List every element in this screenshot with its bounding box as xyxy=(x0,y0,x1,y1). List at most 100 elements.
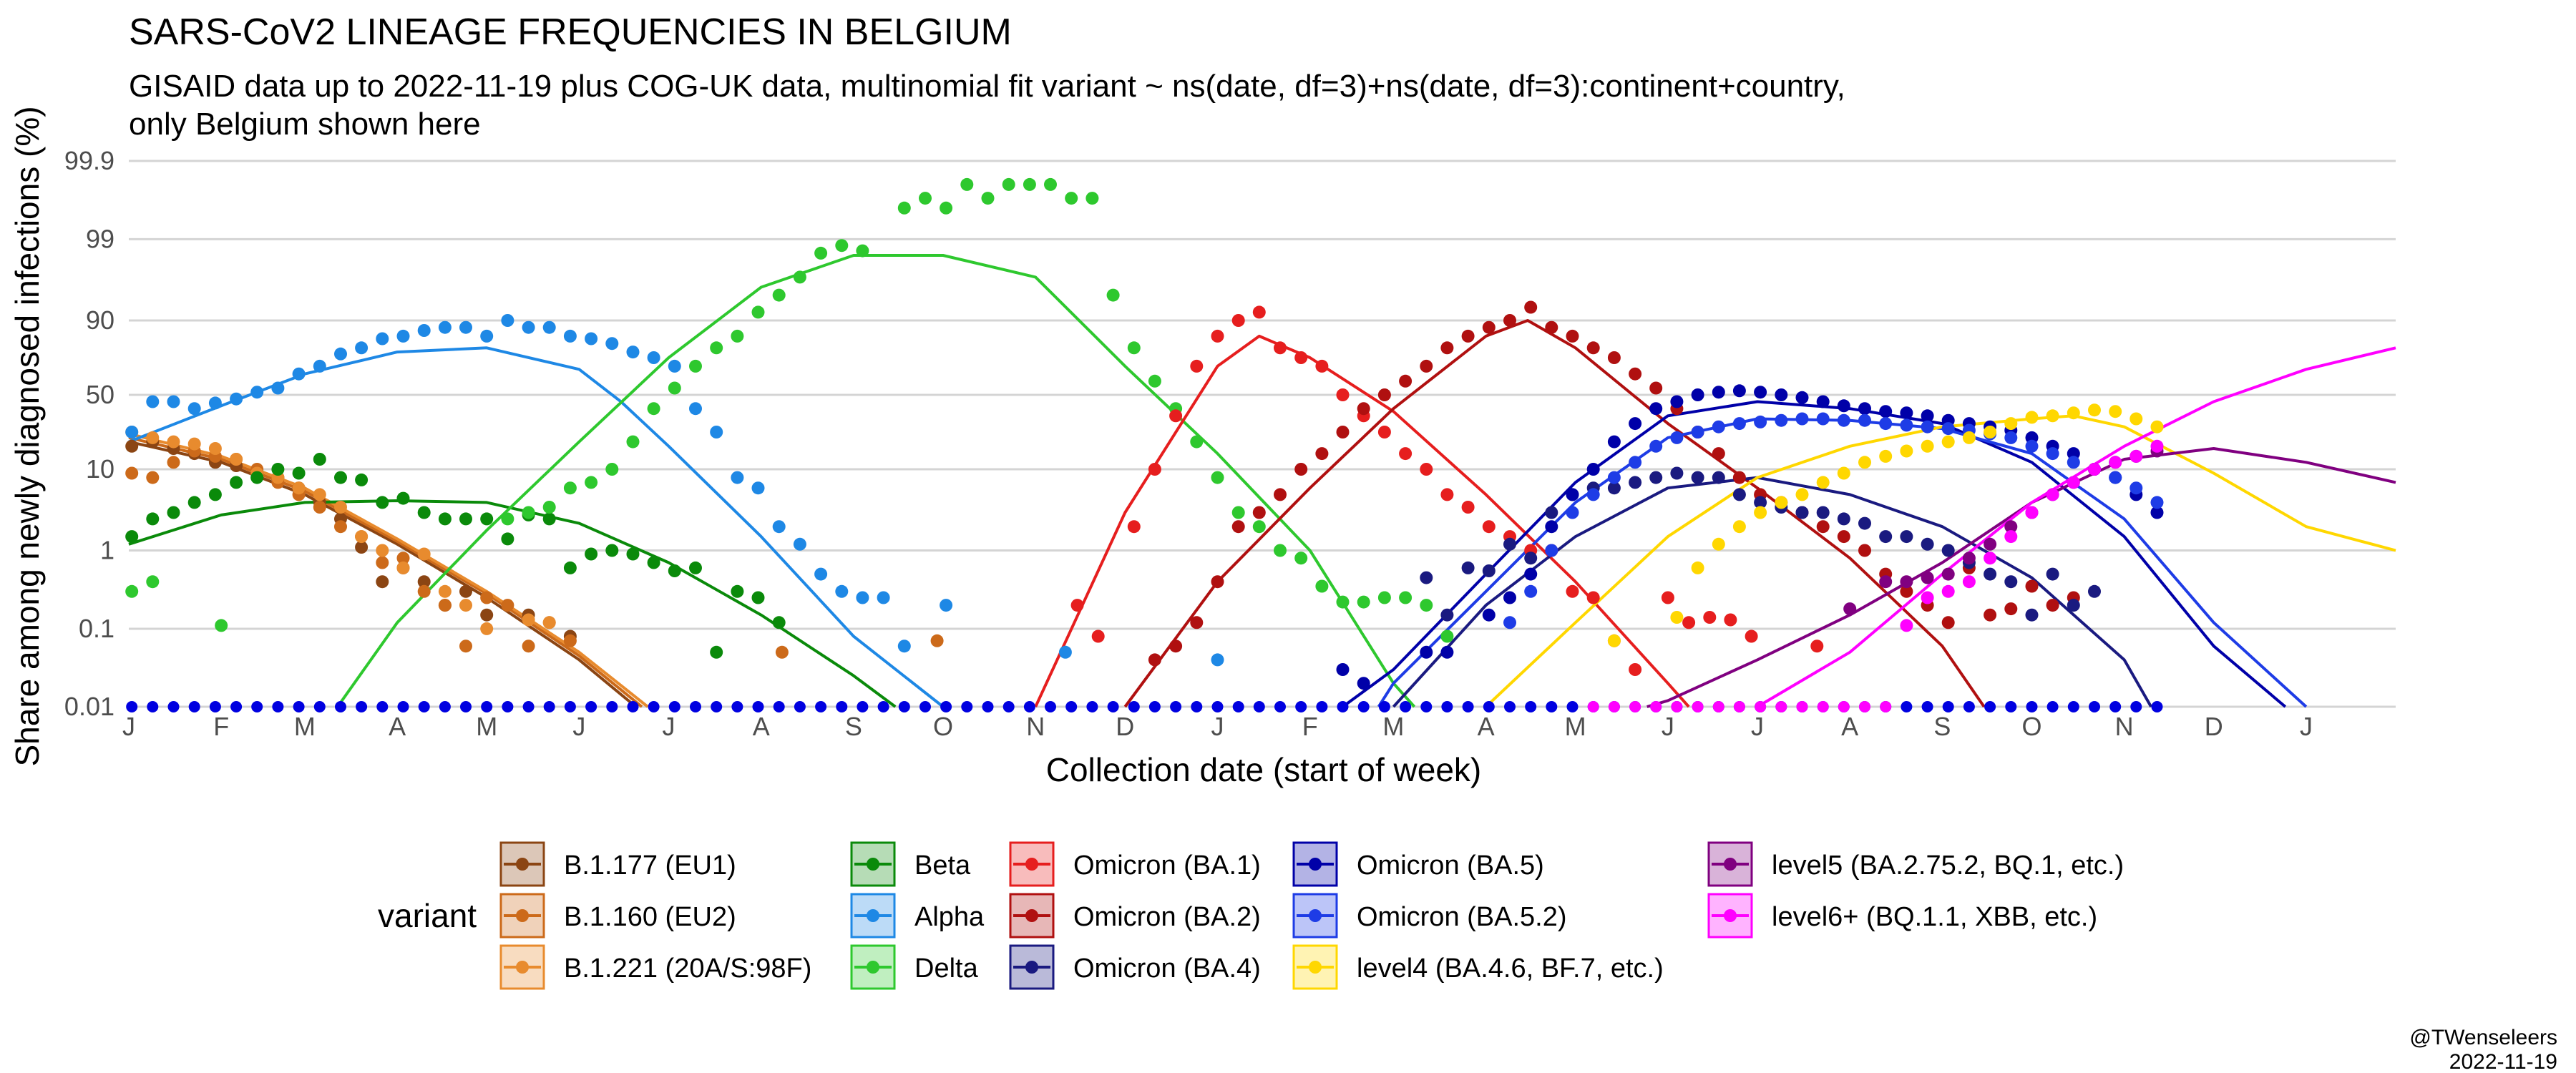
data-point xyxy=(731,329,744,343)
data-point xyxy=(1065,192,1078,205)
data-point xyxy=(1482,520,1496,534)
legend-item: Omicron (BA.1) xyxy=(1009,841,1261,887)
data-point xyxy=(835,239,849,253)
data-point xyxy=(459,320,472,334)
legend-label: level6+ (BQ.1.1, XBB, etc.) xyxy=(1772,902,2097,932)
baseline-point xyxy=(2151,701,2163,712)
data-point xyxy=(1315,359,1329,373)
baseline-point xyxy=(1504,701,1516,712)
data-point xyxy=(751,591,765,604)
data-point xyxy=(1607,471,1621,484)
data-point xyxy=(1461,501,1475,514)
plot-gridlines xyxy=(129,160,2396,708)
x-axis-label: Collection date (start of week) xyxy=(1046,751,1482,788)
legend-item: Alpha xyxy=(850,893,985,939)
data-point xyxy=(1070,599,1084,612)
data-point xyxy=(1858,456,1871,469)
data-point xyxy=(1440,488,1454,501)
data-point xyxy=(438,320,452,334)
data-point xyxy=(1900,575,1913,589)
data-point xyxy=(981,192,995,205)
data-point xyxy=(1795,391,1809,404)
baseline-point xyxy=(836,701,848,712)
data-point xyxy=(1211,575,1224,589)
baseline-point xyxy=(502,701,514,712)
data-point xyxy=(1106,288,1120,302)
data-point xyxy=(2025,579,2039,593)
baseline-point xyxy=(1045,701,1056,712)
y-tick-label: 1 xyxy=(100,536,114,565)
data-point xyxy=(1816,520,1830,534)
data-point xyxy=(1586,488,1600,501)
legend-key-point xyxy=(1309,858,1322,871)
data-point xyxy=(376,556,389,569)
data-point xyxy=(1482,608,1496,622)
data-point xyxy=(1357,402,1370,416)
data-point xyxy=(626,547,640,561)
baseline-point xyxy=(439,701,451,712)
data-point xyxy=(647,351,660,364)
data-point xyxy=(960,177,974,191)
data-point xyxy=(772,288,786,302)
data-point xyxy=(146,431,160,444)
baseline-point xyxy=(376,701,389,712)
data-point xyxy=(1962,552,1976,565)
data-point xyxy=(585,332,598,346)
x-tick-label: N xyxy=(1026,712,1045,741)
data-point xyxy=(125,584,139,598)
data-point xyxy=(1211,329,1224,343)
legend-key-point xyxy=(1309,961,1322,974)
data-point xyxy=(668,359,681,373)
data-point xyxy=(1858,516,1871,530)
data-point xyxy=(2046,567,2059,581)
baseline-point xyxy=(898,701,910,712)
data-point xyxy=(1231,506,1245,519)
data-point xyxy=(125,439,139,453)
data-point xyxy=(1879,575,1893,589)
data-point xyxy=(919,192,932,205)
data-point xyxy=(1900,584,1913,598)
data-point xyxy=(1984,567,1997,581)
baseline-point xyxy=(1712,701,1724,712)
data-point xyxy=(605,463,619,476)
baseline-point xyxy=(2026,701,2038,712)
x-tick-label: J xyxy=(1211,712,1224,741)
data-point xyxy=(396,552,410,565)
data-point xyxy=(1816,506,1830,519)
data-point xyxy=(1440,645,1454,659)
data-point xyxy=(1524,300,1538,314)
baseline-point xyxy=(1211,701,1224,712)
legend-item: Beta xyxy=(850,841,971,887)
baseline-point xyxy=(481,701,493,712)
baseline-point xyxy=(1023,701,1035,712)
data-point xyxy=(1837,530,1850,544)
data-point xyxy=(417,547,431,561)
data-point xyxy=(1900,418,1913,432)
data-point xyxy=(689,561,702,574)
data-point xyxy=(2088,463,2101,476)
data-point xyxy=(1691,561,1704,574)
legend-label: B.1.221 (20A/S:98F) xyxy=(564,954,811,984)
data-point xyxy=(250,471,264,484)
data-point xyxy=(208,442,222,455)
data-point xyxy=(731,584,744,598)
x-tick-label: J xyxy=(122,712,135,741)
y-tick-label: 50 xyxy=(86,380,114,409)
legend-label: Omicron (BA.2) xyxy=(1073,902,1261,932)
y-tick-label: 99 xyxy=(86,224,114,253)
data-point xyxy=(1169,409,1183,423)
data-point xyxy=(1211,471,1224,484)
data-point xyxy=(1745,629,1758,643)
data-point xyxy=(1670,431,1684,444)
fit-line-9 xyxy=(1342,400,2287,708)
data-point xyxy=(793,270,806,284)
data-point xyxy=(1649,471,1663,484)
baseline-point xyxy=(1755,701,1767,712)
baseline-point xyxy=(1901,701,1913,712)
data-point xyxy=(1461,561,1475,574)
data-point xyxy=(563,481,577,495)
data-point xyxy=(313,488,326,501)
data-point xyxy=(793,537,806,551)
x-tick-label: O xyxy=(2021,712,2041,741)
